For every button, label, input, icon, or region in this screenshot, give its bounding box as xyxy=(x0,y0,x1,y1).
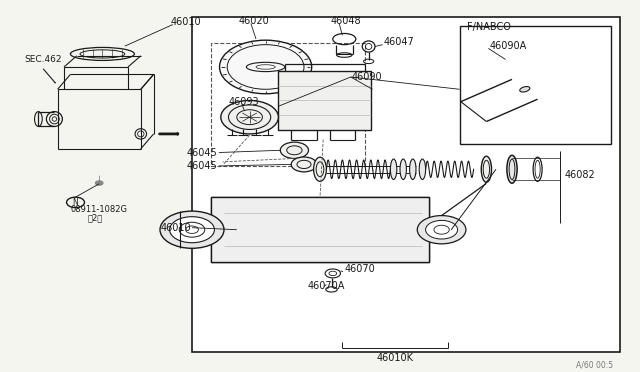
Ellipse shape xyxy=(314,157,326,182)
Ellipse shape xyxy=(481,156,492,182)
Ellipse shape xyxy=(419,159,426,179)
Bar xyxy=(192,17,620,352)
Circle shape xyxy=(95,181,103,185)
Text: 46010: 46010 xyxy=(160,223,191,232)
Text: 46048: 46048 xyxy=(330,16,361,26)
Bar xyxy=(278,71,371,130)
Text: 08911-1082G: 08911-1082G xyxy=(70,205,128,214)
Text: F/NABCO: F/NABCO xyxy=(467,22,511,32)
Text: 〈2〉: 〈2〉 xyxy=(87,214,102,222)
Ellipse shape xyxy=(400,159,406,179)
Bar xyxy=(460,26,611,144)
Text: 46090: 46090 xyxy=(352,72,383,82)
Ellipse shape xyxy=(507,155,517,183)
Text: 46047: 46047 xyxy=(384,38,415,47)
Circle shape xyxy=(426,220,458,239)
Text: 46082: 46082 xyxy=(564,170,595,180)
Text: 46093: 46093 xyxy=(228,97,259,107)
Bar xyxy=(211,197,429,262)
Circle shape xyxy=(221,100,278,134)
Ellipse shape xyxy=(520,87,530,92)
Text: 46010: 46010 xyxy=(170,17,201,27)
Text: A/60 00:5: A/60 00:5 xyxy=(576,361,613,370)
Circle shape xyxy=(291,157,317,172)
Bar xyxy=(211,197,429,262)
Bar xyxy=(211,43,365,166)
Text: 46045: 46045 xyxy=(187,148,218,157)
Text: 46010K: 46010K xyxy=(377,353,414,363)
Text: 46090A: 46090A xyxy=(490,41,527,51)
Circle shape xyxy=(170,217,214,243)
Circle shape xyxy=(160,211,224,248)
Text: 46070A: 46070A xyxy=(307,282,344,291)
Text: SEC.462: SEC.462 xyxy=(24,55,62,64)
Text: 46070: 46070 xyxy=(344,264,375,273)
Circle shape xyxy=(417,216,466,244)
Circle shape xyxy=(280,142,308,158)
Ellipse shape xyxy=(410,159,416,179)
Text: N: N xyxy=(73,198,78,207)
Ellipse shape xyxy=(390,159,397,179)
Text: 46020: 46020 xyxy=(239,16,269,26)
Text: 46045: 46045 xyxy=(187,161,218,171)
Circle shape xyxy=(220,40,312,94)
